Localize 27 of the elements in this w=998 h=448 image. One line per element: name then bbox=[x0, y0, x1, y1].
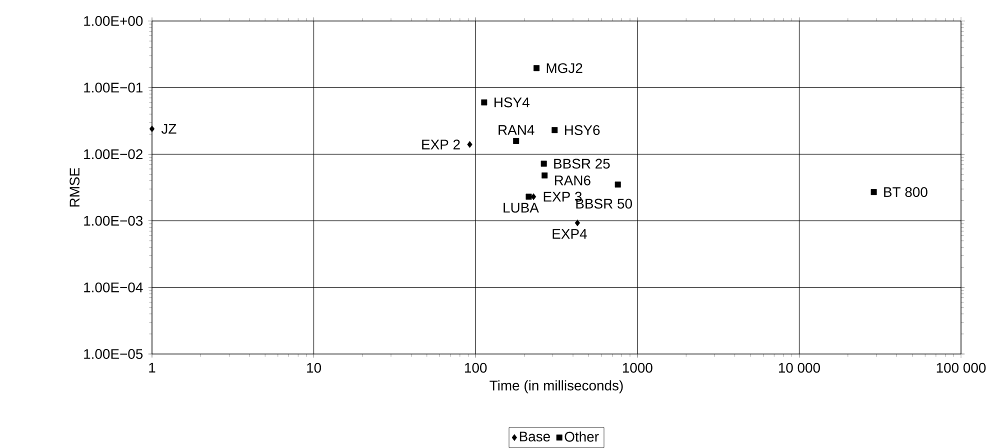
annotation: HSY6 bbox=[564, 125, 600, 136]
legend-label: Other bbox=[564, 431, 599, 442]
x-tick-label: 100 000 bbox=[936, 362, 986, 373]
y-tick-label: 1.00E−03 bbox=[84, 216, 143, 226]
annotation: EXP 2 bbox=[422, 140, 460, 150]
annotation: MGJ2 bbox=[546, 63, 582, 74]
x-tick-label: 100 bbox=[465, 362, 487, 373]
x-tick-label: 10 bbox=[307, 362, 322, 373]
legend-label: Base bbox=[520, 432, 550, 442]
annotation: BBSR 25 bbox=[554, 158, 610, 169]
annotation: JZ bbox=[161, 124, 176, 134]
annotation: BT 800 bbox=[884, 187, 928, 198]
annotation: RAN4 bbox=[498, 125, 534, 135]
x-tick-label: 10 000 bbox=[778, 362, 820, 373]
annotation: EXP4 bbox=[552, 229, 587, 239]
y-tick-label: 1.00E−05 bbox=[84, 349, 143, 359]
y-tick-label: 1.00E−04 bbox=[84, 282, 143, 292]
x-tick-label: 1000 bbox=[622, 362, 652, 373]
y-tick-label: 1.00E−02 bbox=[84, 149, 142, 160]
y-tick-label: 1.00E−01 bbox=[84, 82, 142, 93]
y-tick-label: 1.00E+00 bbox=[84, 16, 143, 26]
annotation: HSY4 bbox=[494, 97, 530, 108]
annotation: RAN6 bbox=[554, 175, 590, 186]
x-tick-label: 1 bbox=[149, 362, 156, 372]
y-axis-title: RMSE bbox=[70, 168, 80, 207]
x-axis-title: Time (in milliseconds) bbox=[490, 380, 623, 394]
annotation: LUBA bbox=[504, 202, 539, 213]
